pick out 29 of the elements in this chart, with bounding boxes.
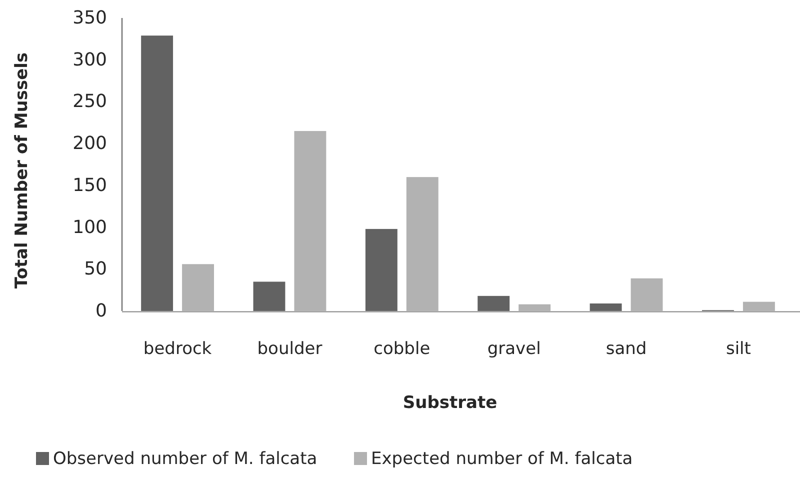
x-tick-label: gravel [487,339,541,359]
bar [590,303,622,311]
bar [141,36,174,311]
y-tick-label: 200 [72,133,107,154]
y-tick-label: 0 [96,300,107,322]
x-tick-label: cobble [374,339,430,359]
bar [294,131,326,311]
y-tick-label: 300 [72,49,107,70]
y-tick-label: 350 [72,8,107,28]
bar [182,264,214,311]
bar [406,177,438,311]
bar [478,296,510,311]
bar [365,228,398,311]
y-axis-title: Total Number of Mussels [12,52,32,289]
x-tick-label: bedrock [143,339,212,359]
x-tick-label: sand [606,339,647,359]
x-tick-label: silt [726,339,752,359]
y-tick-label: 150 [72,174,107,196]
legend-label: Observed number of M. falcata [53,449,318,469]
x-axis-title: Substrate [402,393,498,413]
y-tick-label: 100 [72,216,107,238]
bar [742,302,775,311]
bar [630,278,663,311]
y-tick-label: 250 [72,91,107,112]
x-tick-label: boulder [257,339,322,359]
legend-label: Expected number of M. falcata [371,449,633,469]
y-tick-label: 50 [84,258,107,280]
bar [253,282,286,311]
bar [518,304,551,311]
